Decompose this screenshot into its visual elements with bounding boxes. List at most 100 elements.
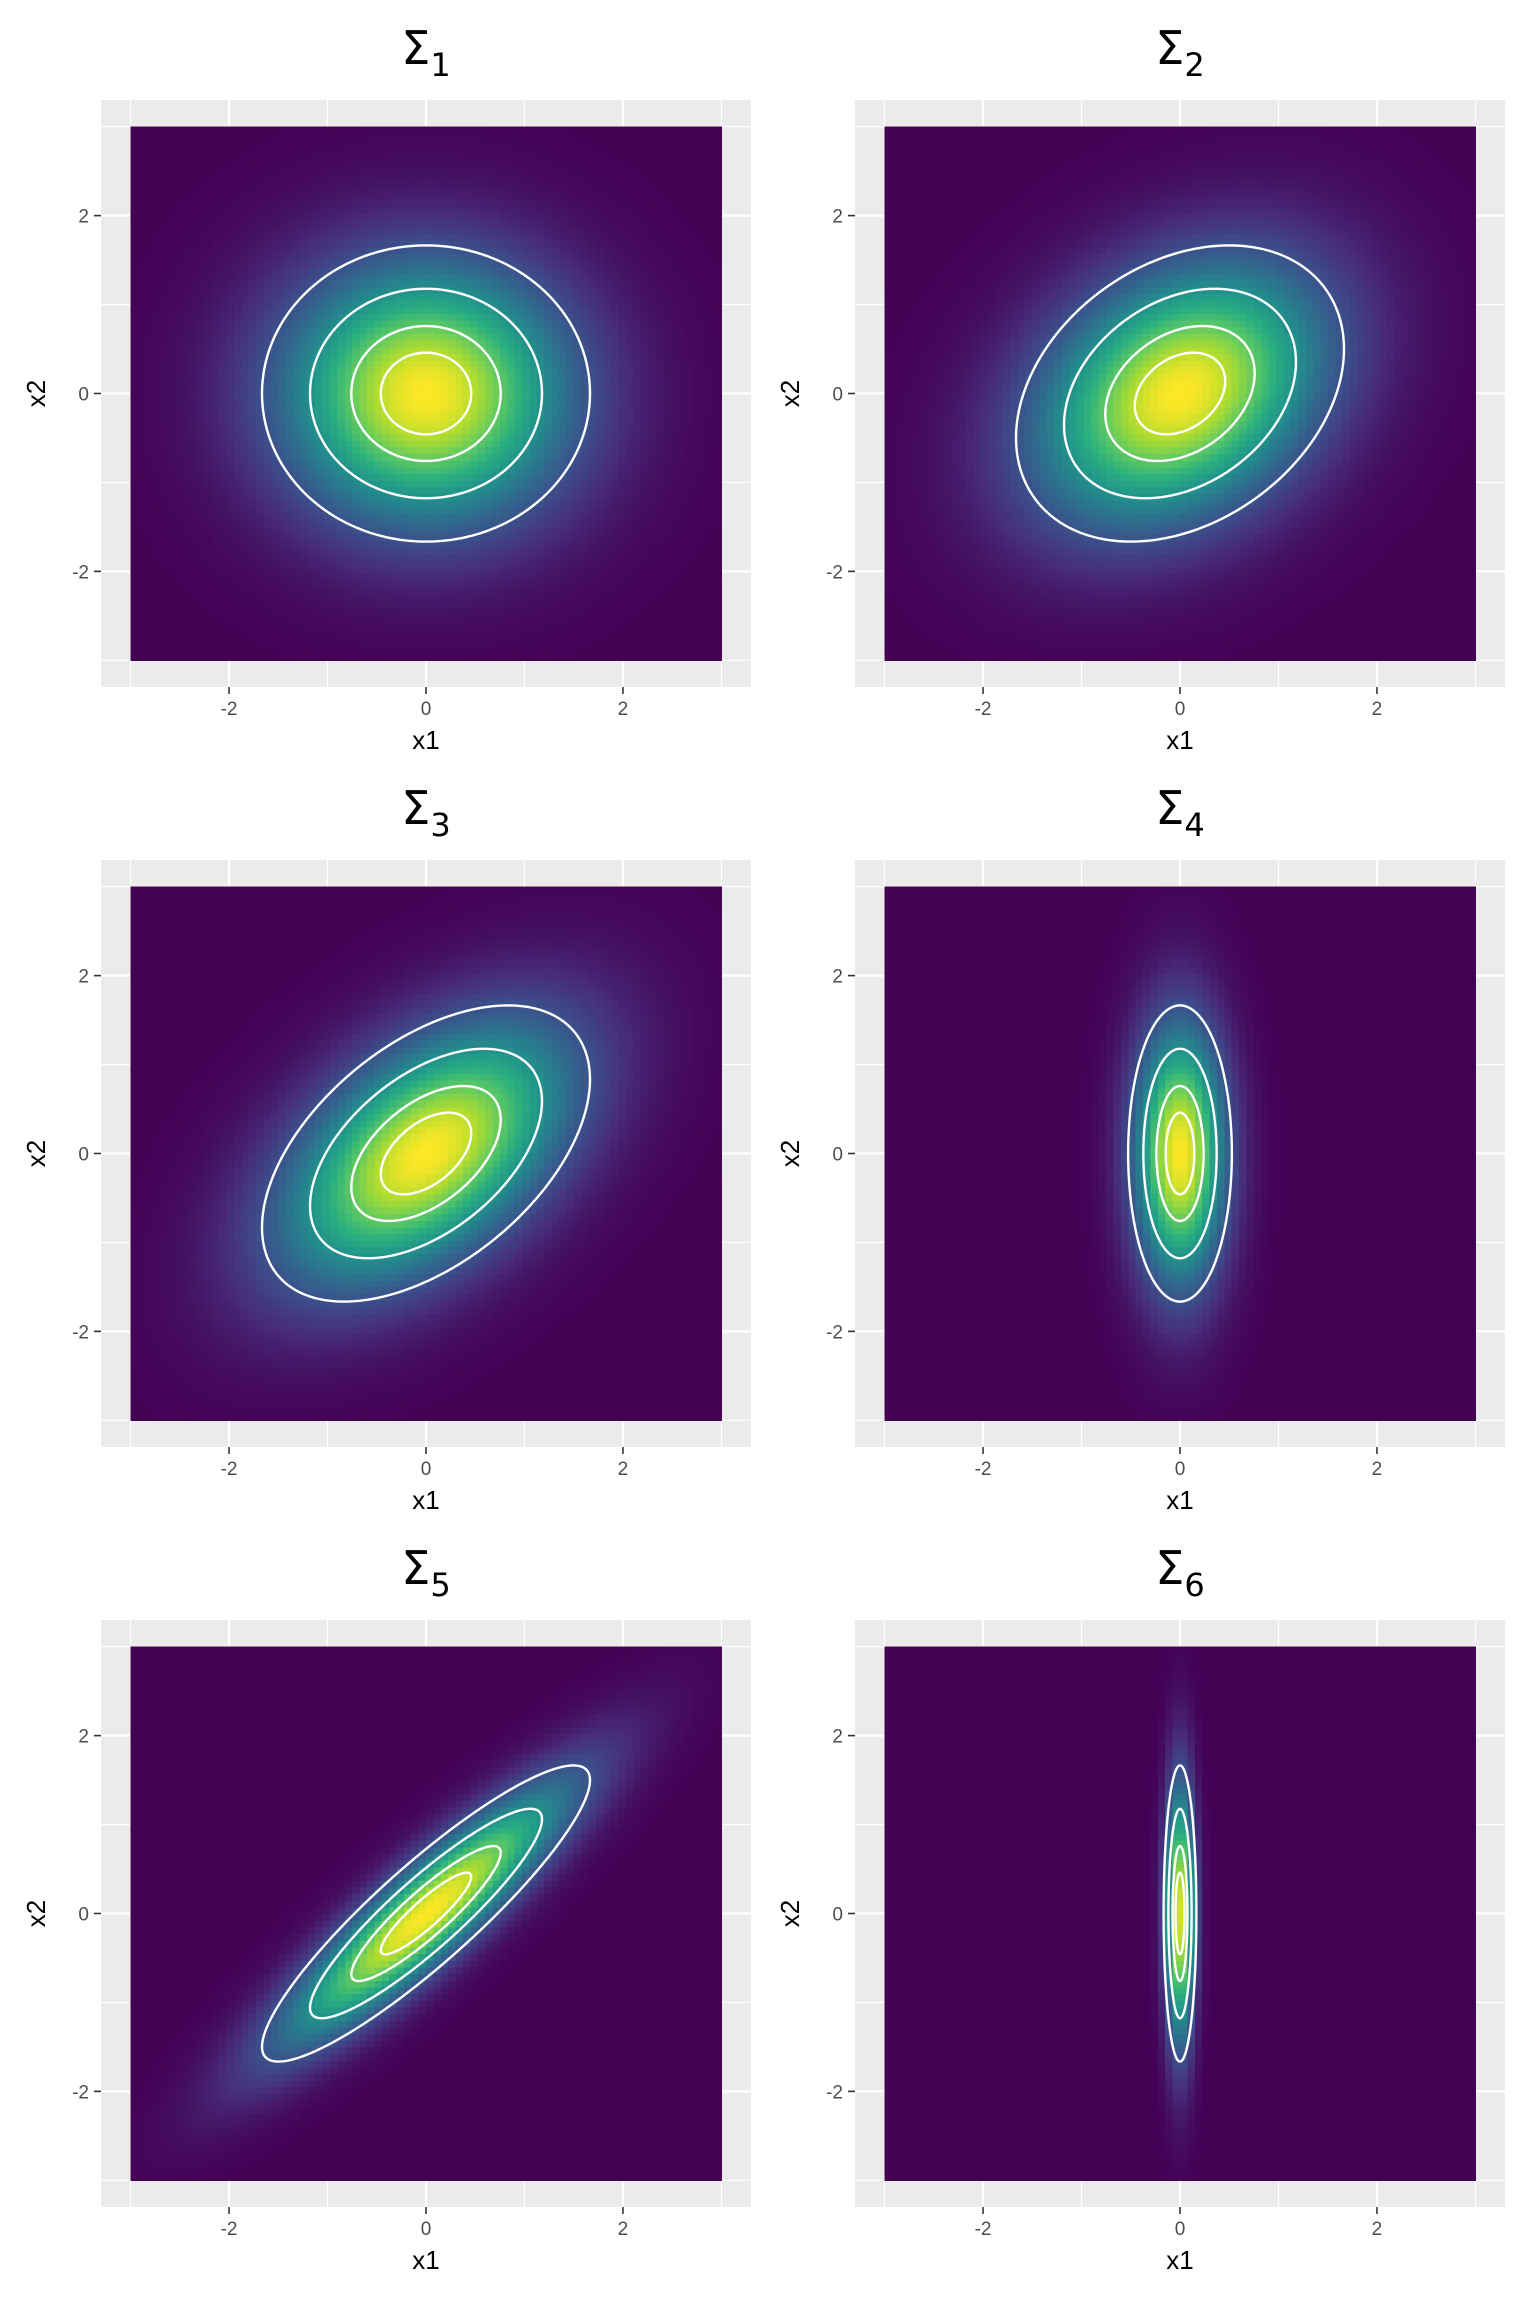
heat-cell: [167, 180, 175, 187]
heat-cell: [286, 127, 294, 134]
heat-cell: [352, 153, 360, 160]
heat-cell: [566, 387, 574, 394]
heat-cell: [500, 167, 508, 174]
heat-cell: [566, 447, 574, 454]
heat-cell: [293, 333, 301, 340]
heat-cell: [411, 140, 419, 147]
heat-cell: [360, 293, 368, 300]
heat-cell: [145, 367, 153, 374]
heat-cell: [433, 440, 441, 447]
heat-cell: [227, 407, 235, 414]
heat-cell: [145, 634, 153, 641]
heat-cell: [433, 213, 441, 220]
heat-cell: [286, 207, 294, 214]
heat-cell: [456, 267, 464, 274]
heat-cell: [308, 627, 316, 634]
heat-cell: [234, 153, 242, 160]
heat-cell: [286, 153, 294, 160]
heat-cell: [456, 560, 464, 567]
heat-cell: [419, 600, 427, 607]
heat-cell: [204, 280, 212, 287]
heat-cell: [426, 467, 434, 474]
heat-cell: [131, 640, 139, 647]
heat-cell: [396, 200, 404, 207]
heat-cell: [337, 273, 345, 280]
heat-cell: [212, 193, 220, 200]
heat-cell: [293, 587, 301, 594]
heat-cell: [293, 494, 301, 501]
heat-cell: [389, 614, 397, 621]
heat-cell: [367, 620, 375, 627]
heat-cell: [507, 540, 515, 547]
heat-cell: [337, 427, 345, 434]
heat-cell: [382, 420, 390, 427]
heat-cell: [552, 580, 560, 587]
heat-cell: [456, 220, 464, 227]
heat-cell: [522, 127, 530, 134]
heat-cell: [323, 587, 331, 594]
heat-cell: [544, 153, 552, 160]
heat-cell: [515, 347, 523, 354]
heat-cell: [293, 420, 301, 427]
heat-cell: [507, 273, 515, 280]
heat-cell: [212, 307, 220, 314]
heat-cell: [566, 614, 574, 621]
heat-cell: [138, 313, 146, 320]
heat-cell: [478, 574, 486, 581]
heat-cell: [478, 367, 486, 374]
heat-cell: [160, 507, 168, 514]
heat-cell: [219, 327, 227, 334]
heat-cell: [234, 280, 242, 287]
heat-cell: [241, 460, 249, 467]
heat-cell: [234, 540, 242, 547]
heat-cell: [271, 460, 279, 467]
heat-cell: [219, 554, 227, 561]
heat-cell: [367, 587, 375, 594]
heat-cell: [574, 527, 582, 534]
heat-cell: [485, 494, 493, 501]
heat-cell: [559, 353, 567, 360]
heat-cell: [559, 367, 567, 374]
heat-cell: [382, 147, 390, 154]
heat-cell: [241, 420, 249, 427]
heat-cell: [382, 507, 390, 514]
heat-cell: [212, 574, 220, 581]
heat-cell: [160, 220, 168, 227]
heat-cell: [522, 240, 530, 247]
heat-cell: [330, 313, 338, 320]
heat-cell: [160, 627, 168, 634]
heat-cell: [389, 640, 397, 647]
heat-cell: [278, 187, 286, 194]
heat-cell: [419, 340, 427, 347]
heat-cell: [552, 647, 560, 654]
heat-cell: [360, 280, 368, 287]
heat-cell: [234, 467, 242, 474]
heat-cell: [204, 340, 212, 347]
heat-cell: [574, 480, 582, 487]
heat-cell: [367, 367, 375, 374]
heat-cell: [204, 480, 212, 487]
heat-cell: [478, 600, 486, 607]
heat-cell: [419, 520, 427, 527]
heat-cell: [219, 600, 227, 607]
heat-cell: [478, 373, 486, 380]
heat-cell: [515, 273, 523, 280]
heat-cell: [485, 560, 493, 567]
heat-cell: [404, 380, 412, 387]
heat-cell: [138, 187, 146, 194]
heat-cell: [219, 574, 227, 581]
heat-cell: [330, 373, 338, 380]
heat-cell: [507, 434, 515, 441]
heat-cell: [478, 353, 486, 360]
heat-cell: [197, 333, 205, 340]
heat-cell: [552, 240, 560, 247]
heat-cell: [441, 127, 449, 134]
heat-cell: [426, 414, 434, 421]
heat-cell: [286, 580, 294, 587]
heat-cell: [537, 273, 545, 280]
heat-cell: [389, 180, 397, 187]
heat-cell: [330, 600, 338, 607]
heat-cell: [175, 380, 183, 387]
heat-cell: [197, 500, 205, 507]
heat-cell: [249, 160, 257, 167]
